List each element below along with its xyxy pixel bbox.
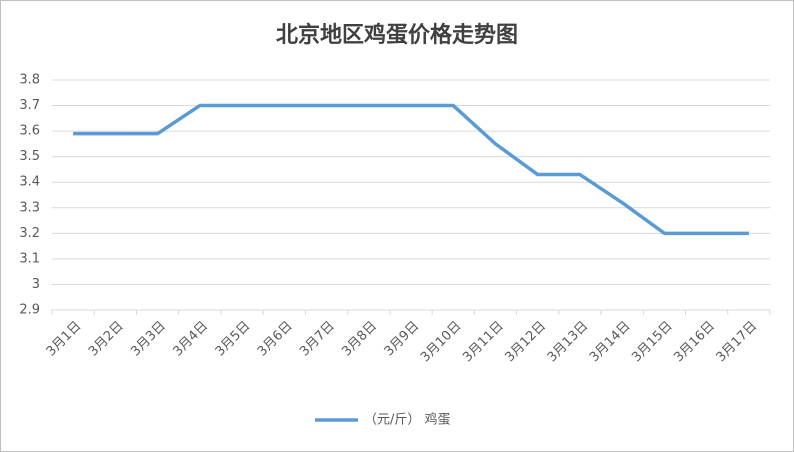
y-tick-label: 3 bbox=[32, 277, 40, 292]
y-tick-label: 3.6 bbox=[19, 124, 40, 139]
y-tick-label: 3.3 bbox=[19, 200, 40, 215]
y-tick-label: 3.2 bbox=[19, 226, 40, 241]
legend-label: （元/斤） 鸡蛋 bbox=[364, 412, 451, 428]
y-tick-label: 2.9 bbox=[19, 303, 40, 318]
y-tick-label: 3.8 bbox=[19, 73, 40, 88]
y-tick-label: 3.4 bbox=[19, 175, 40, 190]
series-line bbox=[73, 103, 749, 236]
y-tick-label: 3.7 bbox=[19, 98, 40, 113]
y-tick-label: 3.1 bbox=[19, 251, 40, 266]
chart-title: 北京地区鸡蛋价格走势图 bbox=[276, 22, 518, 48]
y-tick-label: 3.5 bbox=[19, 149, 40, 164]
